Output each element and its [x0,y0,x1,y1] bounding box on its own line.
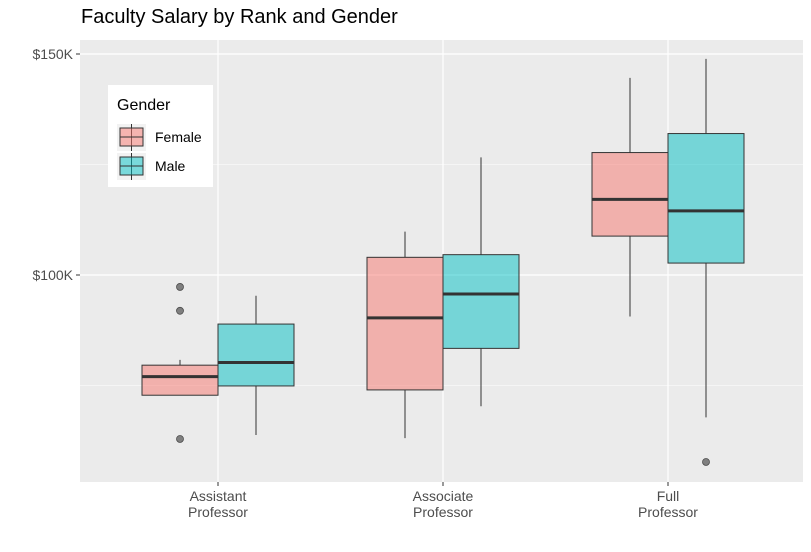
box-male-2 [442,157,520,407]
x-tick-label: Assistant Professor [188,488,248,520]
box-female-2 [366,231,444,439]
outlier-point [176,283,184,291]
box-female-3 [591,77,669,317]
box-iqr [366,256,444,391]
x-tick-label: Associate Professor [413,488,474,520]
box-male-3 [667,58,745,466]
x-axis: Assistant Professor Associate Professor Full… [188,482,698,520]
outlier-point [176,306,184,315]
box-iqr [141,364,219,396]
x-tick-label: Full Professor [638,488,698,520]
y-tick-label: $150K [33,46,74,62]
legend-title: Gender [117,97,171,114]
legend-key-male [117,153,146,180]
legend-label-male: Male [155,158,186,174]
box-iqr [667,133,745,264]
box-female-1 [141,283,219,443]
y-tick-label: $100K [33,267,74,283]
box-iqr [442,254,520,349]
legend-label-female: Female [155,129,202,145]
box-iqr [591,152,669,237]
outlier-point [702,458,710,466]
box-layer [141,58,745,466]
y-axis: $100K $150K [33,46,80,283]
legend-key-female [117,124,146,151]
chart-title: Faculty Salary by Rank and Gender [81,6,398,28]
box-iqr [217,323,295,387]
legend: Gender Female Male [108,85,213,187]
outlier-point [176,435,184,443]
box-male-1 [217,295,295,436]
